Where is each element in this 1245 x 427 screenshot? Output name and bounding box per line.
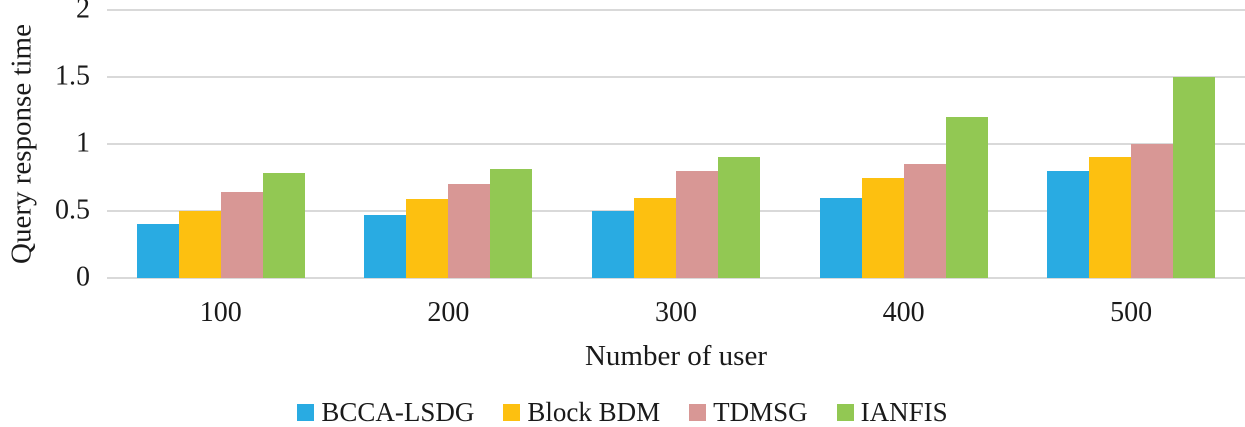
- x-axis-title: Number of user: [584, 340, 767, 372]
- gridline-0: [107, 277, 1245, 279]
- bar-tdmsg-500: [1131, 144, 1174, 278]
- bar-ianfis-500: [1173, 77, 1216, 278]
- bar-ianfis-200: [490, 169, 533, 278]
- bar-group-400: [790, 10, 1018, 278]
- y-tick-label-0: 0: [76, 261, 90, 293]
- gridline-1.5: [107, 76, 1245, 78]
- bar-ianfis-100: [262, 173, 305, 278]
- legend: BCCA-LSDG Block BDM TDMSG IANFIS: [0, 399, 1245, 426]
- bar-tdmsg-100: [220, 192, 263, 278]
- legend-label-block-bdm: Block BDM: [527, 397, 661, 427]
- bar-block-bdm-400: [861, 177, 904, 278]
- legend-swatch-bcca-lsdg: [297, 404, 315, 421]
- bar-block-bdm-200: [406, 198, 449, 278]
- bar-bcca-lsdg-300: [591, 211, 634, 278]
- x-axis-tick-labels: 100 200 300 400 500: [107, 299, 1245, 327]
- x-tick-label-200: 200: [427, 297, 470, 328]
- bar-bcca-lsdg-200: [364, 215, 407, 278]
- x-tick-label-300: 300: [654, 297, 697, 328]
- bar-bcca-lsdg-400: [819, 197, 862, 278]
- bar-group-300: [562, 10, 790, 278]
- y-tick-label-1: 1: [76, 127, 90, 159]
- y-tick-label-2: 2: [76, 0, 90, 25]
- y-axis-tick-labels: 0 0.5 1 1.5 2: [0, 0, 90, 291]
- bar-ianfis-300: [717, 157, 760, 278]
- bar-group-500: [1017, 10, 1245, 278]
- bar-groups: [107, 10, 1245, 278]
- x-tick-label-500: 500: [1110, 297, 1153, 328]
- bar-bcca-lsdg-100: [136, 224, 179, 278]
- x-tick-label-400: 400: [882, 297, 925, 328]
- bar-tdmsg-300: [675, 170, 718, 278]
- legend-item-bcca-lsdg: BCCA-LSDG: [297, 399, 474, 426]
- plot-area: [107, 9, 1245, 279]
- bar-ianfis-400: [945, 117, 988, 278]
- y-tick-label-0.5: 0.5: [55, 194, 90, 226]
- bar-bcca-lsdg-500: [1047, 170, 1090, 278]
- legend-item-block-bdm: Block BDM: [503, 399, 660, 426]
- bar-group-200: [335, 10, 563, 278]
- gridline-1: [107, 143, 1245, 145]
- legend-item-tdmsg: TDMSG: [689, 399, 808, 426]
- bar-tdmsg-200: [448, 184, 491, 278]
- legend-swatch-tdmsg: [689, 404, 707, 421]
- legend-label-tdmsg: TDMSG: [713, 397, 808, 427]
- legend-label-ianfis: IANFIS: [860, 397, 948, 427]
- legend-swatch-ianfis: [836, 404, 854, 421]
- y-tick-label-1.5: 1.5: [55, 60, 90, 92]
- gridline-2: [107, 9, 1245, 11]
- x-tick-label-100: 100: [199, 297, 242, 328]
- legend-label-bcca-lsdg: BCCA-LSDG: [321, 397, 475, 427]
- bar-tdmsg-400: [903, 164, 946, 278]
- bar-block-bdm-500: [1089, 157, 1132, 278]
- bar-block-bdm-300: [633, 197, 676, 278]
- legend-swatch-block-bdm: [503, 404, 521, 421]
- bar-block-bdm-100: [178, 211, 221, 278]
- legend-item-ianfis: IANFIS: [836, 397, 948, 427]
- bar-group-100: [107, 10, 335, 278]
